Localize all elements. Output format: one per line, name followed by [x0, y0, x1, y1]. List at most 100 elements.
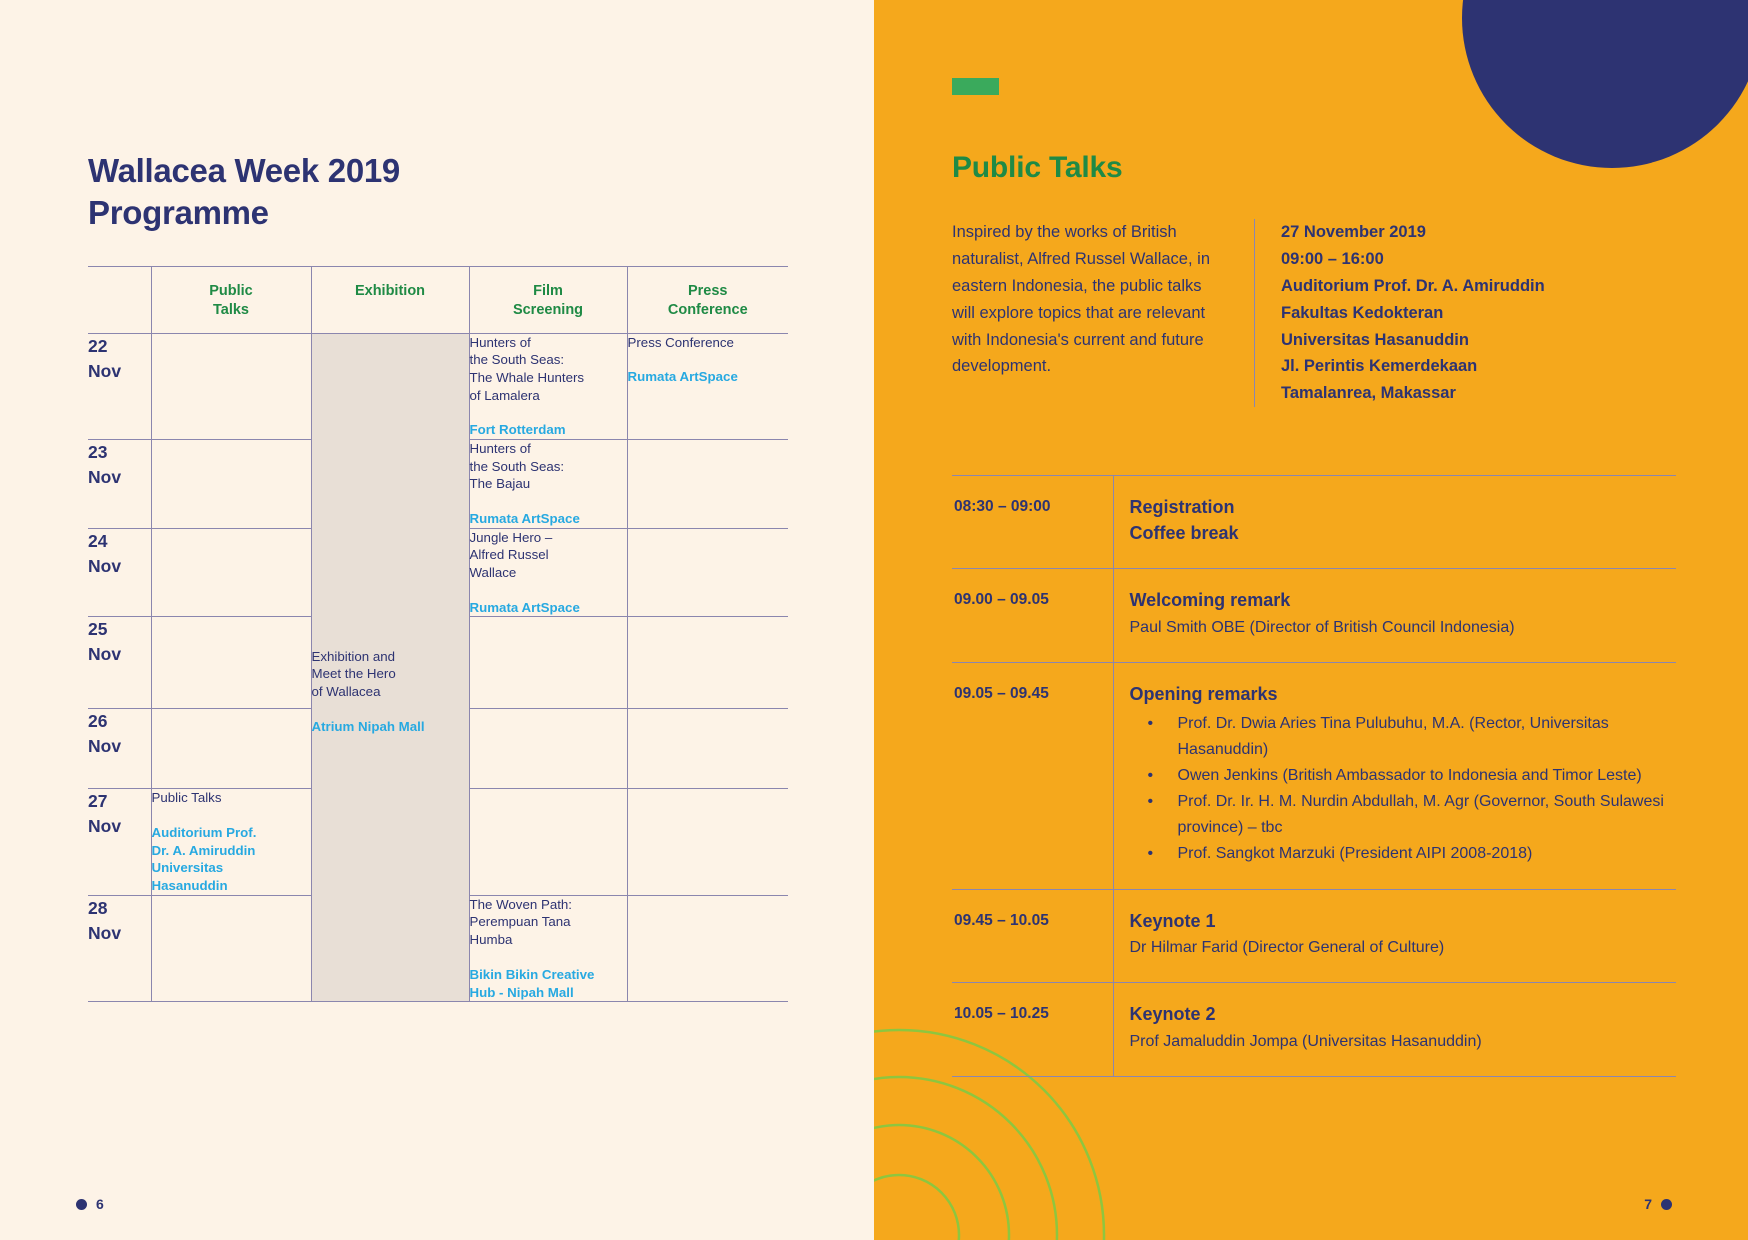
header-exhibition-label: Exhibition	[354, 283, 426, 300]
list-item: Prof. Sangkot Marzuki (President AIPI 20…	[1130, 841, 1673, 867]
schedule-time: 10.05 – 10.25	[952, 982, 1113, 1077]
date-month: Nov	[88, 736, 122, 757]
cell-press-23	[626, 439, 788, 529]
schedule-bullet-list: Prof. Dr. Dwia Aries Tina Pulubuhu, M.A.…	[1130, 711, 1673, 866]
intro-paragraph: Inspired by the works of British natural…	[952, 223, 1210, 376]
cell-film-27	[468, 788, 627, 896]
exhibition-venue[interactable]: Atrium Nipah Mall	[311, 718, 425, 734]
public-talks-venue[interactable]: Auditorium Prof. Dr. A. Amiruddin Univer…	[152, 824, 311, 895]
film-title-line2: the South Seas:	[469, 458, 565, 474]
header-film-line1: Film	[533, 283, 563, 300]
film-title-line1: Hunters of	[469, 441, 531, 457]
schedule-heading: Welcoming remark	[1129, 590, 1291, 611]
table-row: 24 Nov Jungle Hero – Alfred Russel Walla…	[88, 528, 788, 618]
header-film-line2: Screening	[512, 301, 584, 318]
cell-public-talks-22	[150, 333, 311, 441]
left-page: Wallacea Week 2019 Programme Public Talk…	[76, 152, 788, 1212]
title-line-2: Programme	[88, 194, 269, 232]
schedule-detail: Opening remarks Prof. Dr. Dwia Aries Tin…	[1112, 662, 1676, 890]
list-item: Owen Jenkins (British Ambassador to Indo…	[1130, 763, 1673, 789]
press-title: Press Conference	[627, 334, 734, 350]
header-public-talks: Public Talks	[150, 266, 311, 334]
venue-line3: Universitas	[151, 860, 224, 876]
row-date-22: 22 Nov	[88, 333, 151, 441]
heading-line2: Coffee break	[1129, 522, 1239, 543]
date-month: Nov	[88, 644, 122, 665]
venue-line: 09:00 – 16:00	[1281, 249, 1384, 268]
schedule-time: 08:30 – 09:00	[952, 475, 1113, 570]
film-title-line2: Perempuan Tana	[469, 914, 571, 930]
schedule-detail: Keynote 2 Prof Jamaluddin Jompa (Univers…	[1112, 982, 1676, 1077]
table-row: 27 Nov Public Talks Auditorium Prof. Dr.…	[88, 788, 788, 896]
header-press-line1: Press	[687, 283, 728, 300]
date-day: 28	[88, 897, 108, 918]
bullet-dot-icon	[76, 1198, 87, 1210]
venue-line: Tamalanrea, Makassar	[1281, 384, 1456, 403]
cell-film-26	[468, 708, 627, 790]
schedule-subtext: Prof Jamaluddin Jompa (Universitas Hasan…	[1129, 1032, 1482, 1050]
table-row: 25 Nov	[88, 616, 788, 710]
schedule-row: 09.00 – 09.05 Welcoming remark Paul Smit…	[952, 568, 1676, 663]
schedule-row: 09.05 – 09.45 Opening remarks Prof. Dr. …	[952, 662, 1676, 890]
date-day: 22	[88, 335, 108, 356]
cell-public-talks-24	[150, 528, 311, 618]
date-month: Nov	[88, 466, 122, 487]
venue-line2: Hub - Nipah Mall	[469, 984, 574, 1000]
film-title-line1: Hunters of	[469, 334, 531, 350]
cell-film-23: Hunters of the South Seas: The Bajau Rum…	[468, 439, 627, 529]
table-row: 26 Nov	[88, 708, 788, 790]
film-title-line3: Humba	[469, 932, 513, 948]
header-exhibition: Exhibition	[310, 266, 469, 334]
cell-press-26	[626, 708, 788, 790]
date-month: Nov	[88, 922, 122, 943]
venue-line4: Hasanuddin	[151, 878, 228, 894]
date-day: 27	[88, 791, 108, 812]
venue-line: Universitas Hasanuddin	[1281, 330, 1469, 349]
press-venue[interactable]: Rumata ArtSpace	[627, 369, 738, 385]
schedule-heading: Opening remarks	[1129, 683, 1278, 704]
venue-line: Auditorium Prof. Dr. A. Amiruddin	[1281, 276, 1545, 295]
schedule-detail: Registration Coffee break	[1112, 475, 1676, 570]
schedule-detail: Welcoming remark Paul Smith OBE (Directo…	[1112, 568, 1676, 663]
film-venue[interactable]: Fort Rotterdam	[469, 422, 566, 438]
venue-line: Jl. Perintis Kemerdekaan	[1281, 357, 1478, 376]
cell-public-talks-23	[150, 439, 311, 529]
table-row: 23 Nov Hunters of the South Seas: The Ba…	[88, 439, 788, 529]
film-venue[interactable]: Rumata ArtSpace	[469, 599, 580, 615]
table-header-row: Public Talks Exhibition Film Screening P…	[88, 266, 788, 334]
left-page-footer: 6	[76, 1196, 104, 1212]
schedule-heading: Keynote 1	[1129, 910, 1216, 931]
schedule-row: 10.05 – 10.25 Keynote 2 Prof Jamaluddin …	[952, 982, 1676, 1077]
schedule-time: 09.45 – 10.05	[952, 889, 1113, 984]
exhibition-title-line2: Meet the Hero	[311, 666, 396, 682]
schedule-subtext: Dr Hilmar Farid (Director General of Cul…	[1129, 939, 1445, 957]
cell-press-28	[626, 895, 788, 1003]
row-date-27: 27 Nov	[88, 788, 151, 896]
table-row: 22 Nov Exhibition and Meet the Hero of W…	[88, 333, 788, 1003]
exhibition-title-line1: Exhibition and	[311, 648, 396, 664]
film-venue[interactable]: Rumata ArtSpace	[469, 511, 580, 527]
section-title: Public Talks	[952, 151, 1123, 184]
schedule-detail: Keynote 1 Dr Hilmar Farid (Director Gene…	[1112, 889, 1676, 984]
row-date-28: 28 Nov	[88, 895, 151, 1003]
film-venue[interactable]: Bikin Bikin Creative Hub - Nipah Mall	[470, 966, 627, 1001]
row-date-26: 26 Nov	[88, 708, 151, 790]
venue-line: Fakultas Kedokteran	[1281, 303, 1444, 322]
list-item: Prof. Dr. Dwia Aries Tina Pulubuhu, M.A.…	[1130, 711, 1673, 763]
green-accent-bar	[952, 78, 999, 95]
schedule-time: 09.05 – 09.45	[952, 662, 1113, 890]
schedule-table: 08:30 – 09:00 Registration Coffee break …	[952, 475, 1676, 1077]
concentric-arcs-decoration	[874, 1028, 1106, 1240]
date-day: 23	[88, 442, 108, 463]
cell-press-25	[626, 616, 788, 710]
bullet-dot-icon	[1661, 1198, 1672, 1210]
heading-line1: Registration	[1129, 497, 1235, 518]
cell-film-28: The Woven Path: Perempuan Tana Humba Bik…	[468, 895, 627, 1003]
cell-public-talks-26	[150, 708, 311, 790]
right-page-footer: 7	[1644, 1196, 1672, 1212]
date-day: 26	[88, 711, 108, 732]
film-title-line3: The Whale Hunters	[469, 370, 585, 386]
title-line-1: Wallacea Week 2019	[88, 152, 400, 189]
film-title-line1: The Woven Path:	[469, 896, 573, 912]
venue-line: 27 November 2019	[1281, 223, 1426, 241]
